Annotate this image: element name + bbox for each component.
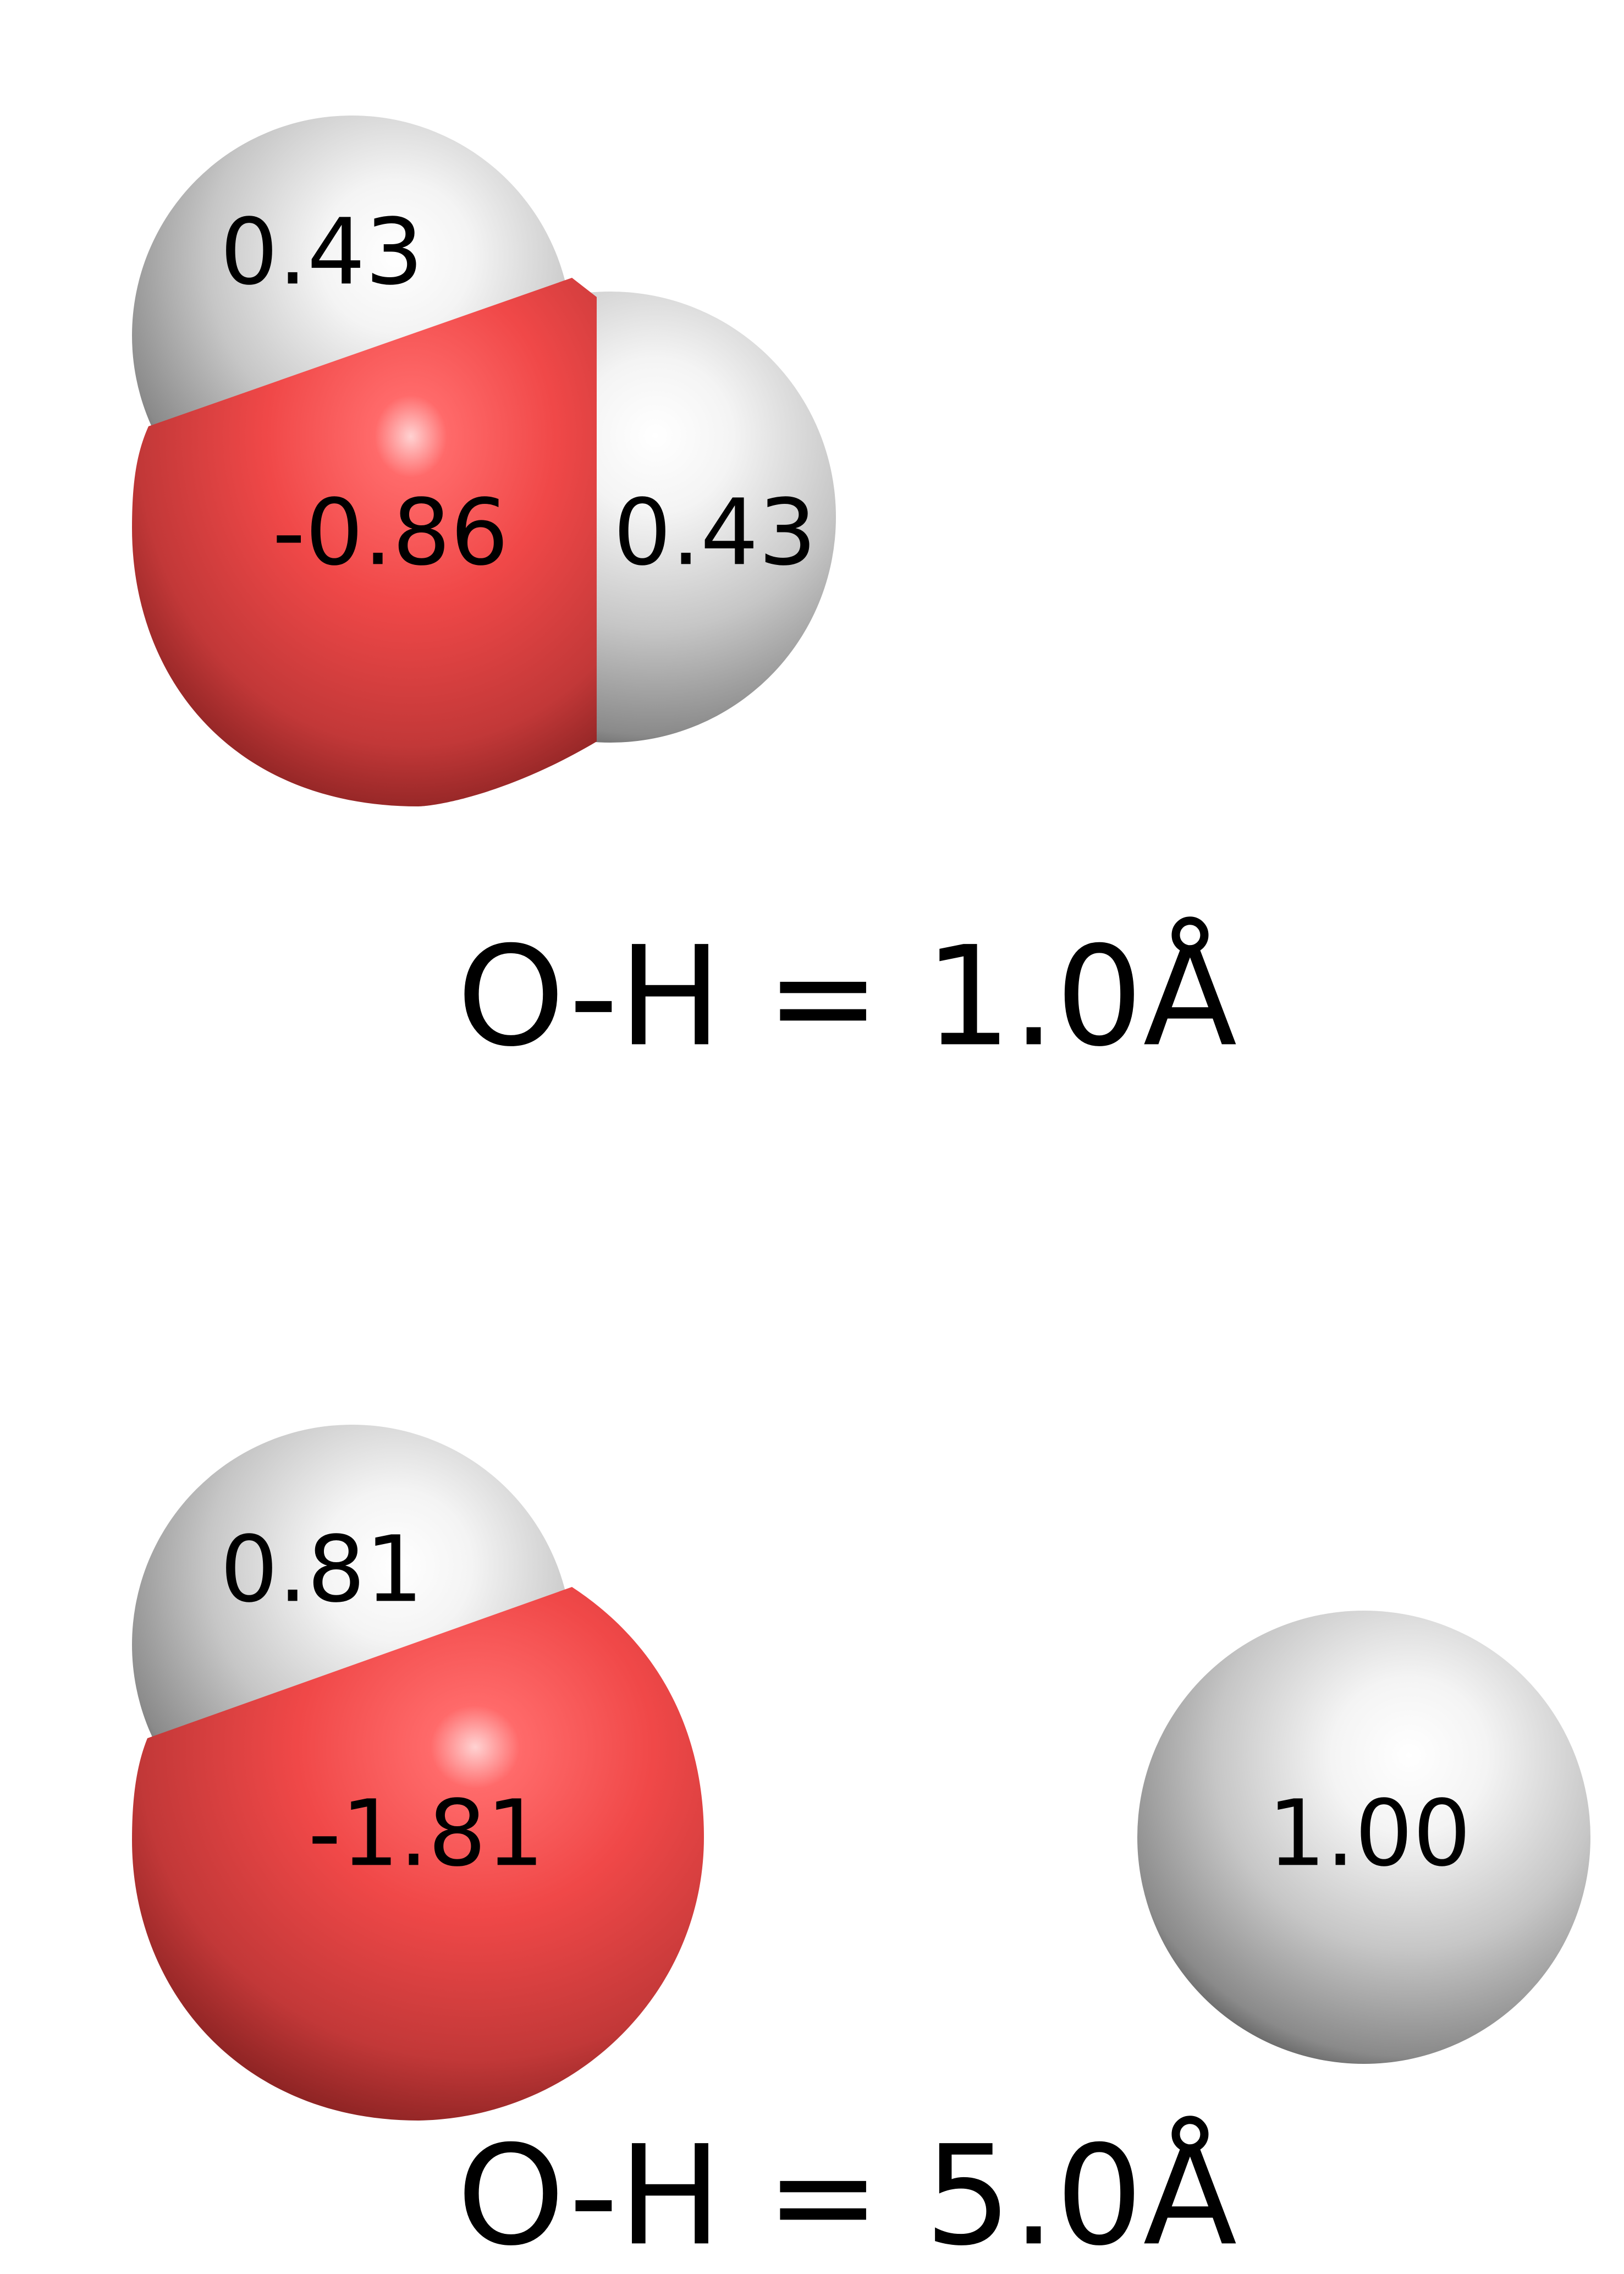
panel-bonded-water: 0.43 -0.86 0.43 O-H = 1.0Å [132, 116, 1237, 1076]
charge-label-h-distant: 1.00 [1268, 1781, 1471, 1887]
charge-label-h-top: 0.81 [220, 1517, 423, 1623]
hydrogen-atom-distant [1137, 1611, 1590, 2064]
charge-label-h-top: 0.43 [220, 199, 423, 305]
bond-length-caption: O-H = 5.0Å [457, 2115, 1237, 2274]
charge-label-h-right: 0.43 [613, 480, 817, 586]
oxygen-atom [132, 1587, 704, 2121]
charge-label-o: -0.86 [272, 480, 509, 586]
oxygen-atom [132, 278, 597, 806]
panel-dissociated-water: 0.81 -1.81 1.00 O-H = 5.0Å [132, 1425, 1590, 2274]
bond-length-caption: O-H = 1.0Å [457, 916, 1237, 1076]
charge-label-o: -1.81 [308, 1781, 544, 1887]
